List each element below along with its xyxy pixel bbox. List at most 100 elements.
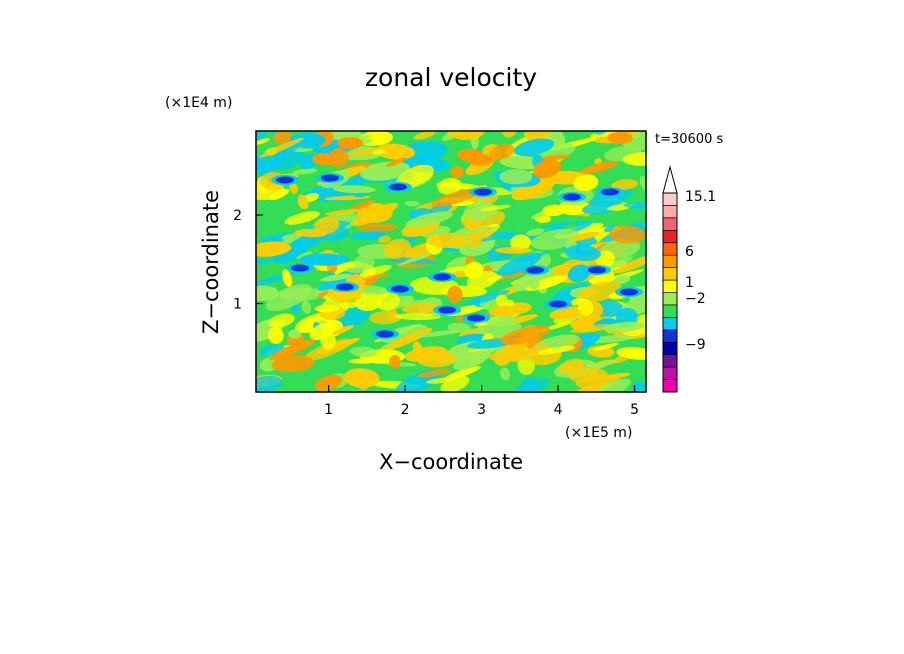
negative-core xyxy=(563,193,581,201)
negative-core xyxy=(276,176,294,184)
colorbar-segment xyxy=(662,267,678,281)
field-patch xyxy=(453,350,491,371)
x-tick-label: 3 xyxy=(477,402,486,418)
field-patch xyxy=(256,131,267,142)
colorbar-segment xyxy=(662,317,678,331)
field-patch xyxy=(519,251,548,263)
field-patch xyxy=(324,209,360,216)
x-axis-ticks: 1 2 3 4 5 xyxy=(324,385,639,418)
field-patch xyxy=(500,325,551,346)
field-patch xyxy=(309,322,336,341)
field-patch xyxy=(570,324,614,333)
field-patch xyxy=(332,185,376,194)
field-patch xyxy=(464,261,484,279)
field-patch xyxy=(528,279,540,290)
colorbar-segment xyxy=(662,292,678,306)
y-axis-ticks: 12 xyxy=(233,208,263,313)
field-patch xyxy=(383,238,412,259)
field-patch xyxy=(256,375,283,392)
x-tick-label: 1 xyxy=(324,402,333,418)
field-patch xyxy=(542,204,566,217)
field-patch xyxy=(256,241,292,257)
colorbar-segment xyxy=(662,341,678,355)
field-patch xyxy=(272,131,292,145)
field-patch xyxy=(397,250,438,266)
field-patch xyxy=(404,200,420,207)
field-patch xyxy=(426,232,472,249)
y-tick-label: 2 xyxy=(233,208,242,224)
field-patch xyxy=(295,134,326,149)
field-patch xyxy=(614,253,646,274)
field-patch xyxy=(623,202,646,210)
field-patch xyxy=(541,154,571,161)
field-patch xyxy=(354,255,375,270)
field-patch xyxy=(596,300,624,318)
time-label: t=30600 s xyxy=(655,132,723,147)
field-patch xyxy=(488,302,532,317)
field-patch xyxy=(450,226,501,235)
field-patch xyxy=(265,284,312,312)
field-patch xyxy=(413,131,436,140)
field-patch xyxy=(489,143,515,161)
field-patch xyxy=(539,221,572,229)
negative-core xyxy=(467,314,485,322)
colorbar-segment xyxy=(662,329,678,343)
field-patch xyxy=(357,223,399,232)
field-patch xyxy=(513,138,555,156)
field-patch xyxy=(532,158,562,179)
field-patch xyxy=(526,228,545,236)
field-patch xyxy=(292,168,318,175)
field-patch xyxy=(592,343,619,351)
field-patch xyxy=(494,246,533,254)
plot-frame xyxy=(255,130,647,393)
y-axis-label: Z−coordinate xyxy=(199,190,223,334)
field-patch xyxy=(463,201,498,221)
negative-core xyxy=(601,188,619,196)
field-patch xyxy=(603,321,645,333)
positive-core xyxy=(607,132,633,144)
field-patch xyxy=(271,355,315,373)
field-patch xyxy=(565,244,601,262)
colorbar-segment xyxy=(662,379,678,393)
field-patch xyxy=(349,147,390,157)
field-patch xyxy=(561,365,579,371)
colorbar-tick-label: 6 xyxy=(685,244,694,260)
field-patch xyxy=(344,267,365,274)
field-patch xyxy=(621,131,646,151)
negative-core xyxy=(474,188,492,196)
plot-area xyxy=(256,131,646,392)
field-patch xyxy=(639,175,646,192)
field-patch xyxy=(269,339,316,360)
field-patch xyxy=(581,200,624,215)
x-tick-label: 4 xyxy=(554,402,563,418)
field-patch xyxy=(256,138,270,145)
field-patch xyxy=(256,285,279,302)
colorbar-segment xyxy=(662,192,678,206)
field-patch xyxy=(537,345,576,355)
field-patch xyxy=(577,298,594,316)
field-patch xyxy=(584,334,636,344)
x-axis-label: X−coordinate xyxy=(379,450,523,474)
field-patch xyxy=(579,161,618,175)
field-patch xyxy=(570,231,599,241)
field-patch xyxy=(362,273,390,281)
colorbar-tick-label: −9 xyxy=(685,337,706,353)
field-patch xyxy=(487,275,503,282)
x-tick-label: 2 xyxy=(401,402,410,418)
chart-title: zonal velocity xyxy=(365,63,537,92)
field-patch xyxy=(315,338,360,354)
field-patch xyxy=(267,327,284,344)
field-patch xyxy=(355,291,383,311)
velocity-field xyxy=(256,131,646,392)
colorbar-segment xyxy=(662,217,678,231)
negative-core xyxy=(433,273,451,281)
field-patch xyxy=(601,372,631,380)
positive-core xyxy=(467,154,493,166)
negative-core xyxy=(526,266,544,274)
colorbar-tick-label: 1 xyxy=(685,275,694,291)
field-patch xyxy=(622,152,646,166)
field-patch xyxy=(354,192,368,198)
negative-core xyxy=(620,288,638,296)
field-patch xyxy=(500,367,511,381)
